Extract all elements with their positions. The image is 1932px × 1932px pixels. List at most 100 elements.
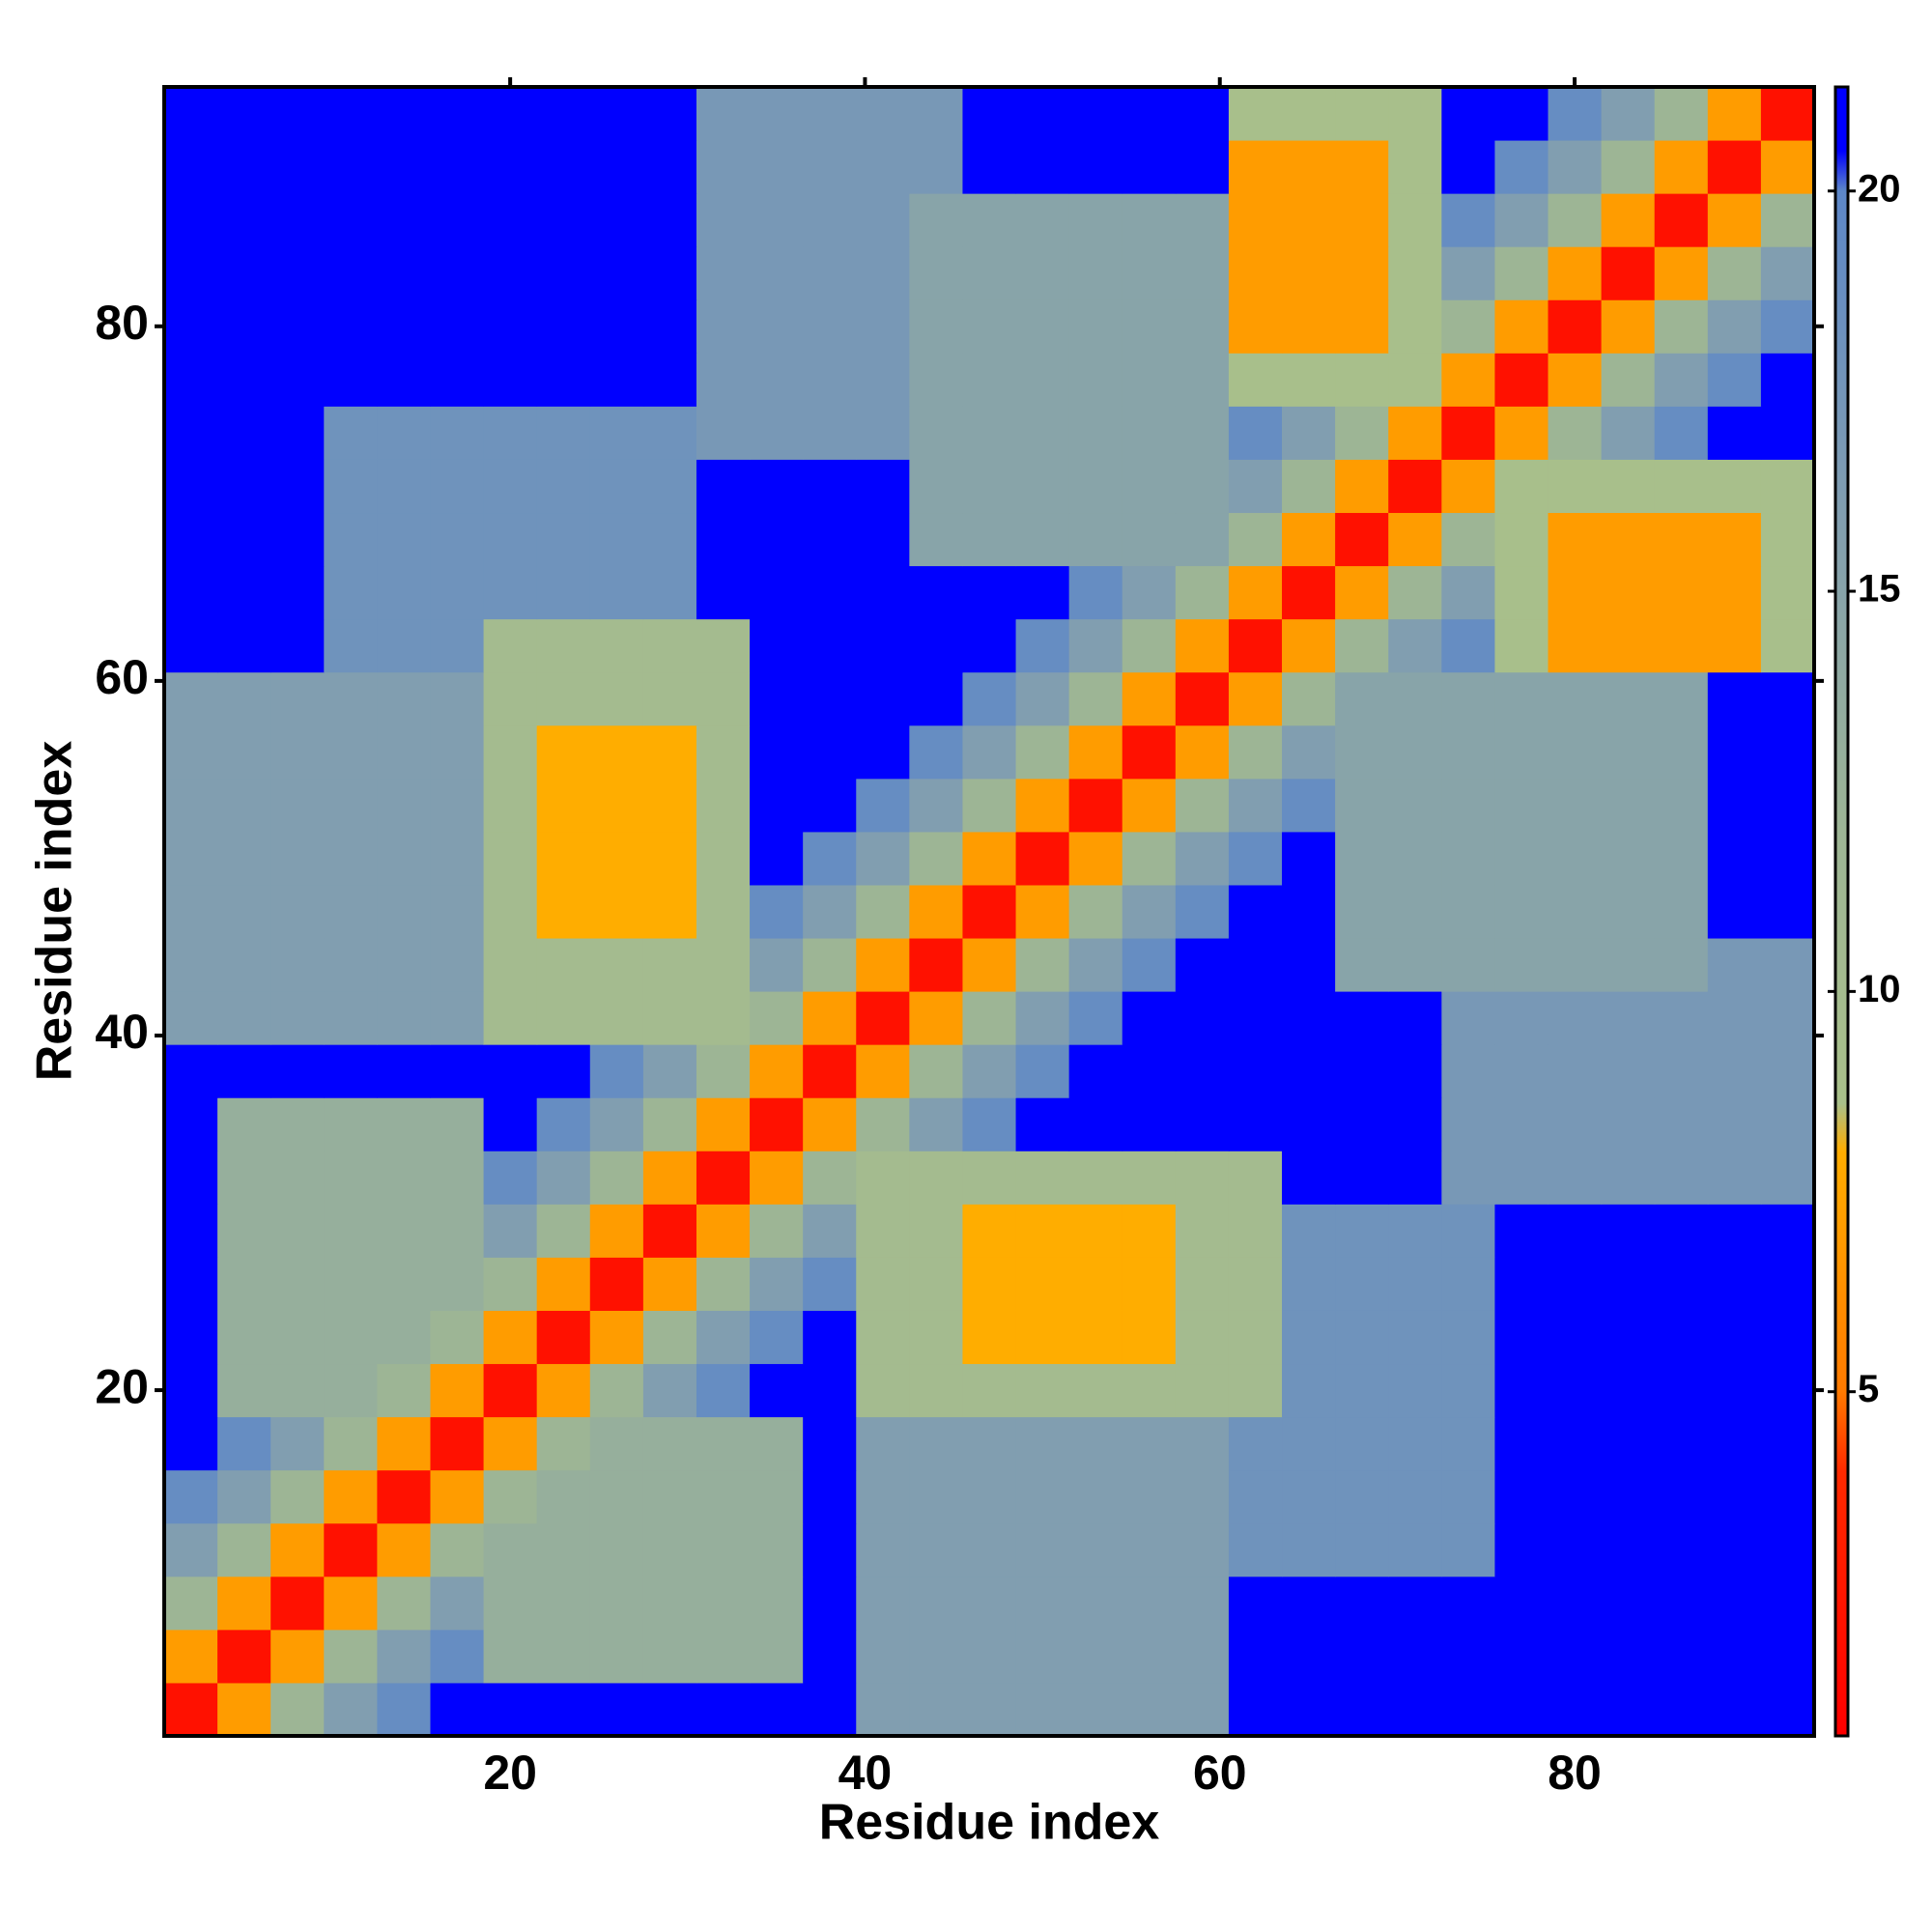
- heatmap-cell: [1707, 87, 1762, 141]
- heatmap-cell: [1654, 1629, 1709, 1684]
- heatmap-cell: [483, 1257, 538, 1311]
- heatmap-cell: [1548, 512, 1603, 567]
- heatmap-cell: [1388, 1576, 1442, 1631]
- heatmap-cell: [1335, 565, 1389, 620]
- heatmap-cell: [1228, 246, 1283, 300]
- heatmap-cell: [1494, 831, 1549, 886]
- heatmap-cell: [1441, 406, 1495, 460]
- heatmap-cell: [377, 1257, 431, 1311]
- heatmap-cell: [803, 1044, 857, 1098]
- heatmap-cell: [589, 1310, 644, 1365]
- heatmap-cell: [1654, 671, 1709, 726]
- heatmap-cell: [430, 246, 485, 300]
- heatmap-cell: [1601, 1682, 1656, 1737]
- heatmap-cell: [696, 193, 751, 247]
- heatmap-cell: [1441, 1682, 1495, 1737]
- heatmap-cell: [430, 938, 485, 992]
- heatmap-cell: [1068, 246, 1123, 300]
- heatmap-cell: [1601, 353, 1656, 407]
- heatmap-cell: [962, 1469, 1017, 1524]
- heatmap-cell: [909, 1363, 963, 1418]
- heatmap-cell: [1122, 618, 1177, 673]
- heatmap-cell: [750, 565, 804, 620]
- heatmap-cell: [642, 1151, 697, 1205]
- heatmap-cell: [1015, 193, 1070, 247]
- heatmap-cell: [589, 246, 644, 300]
- heatmap-cell: [962, 1097, 1017, 1151]
- heatmap-cell: [642, 1629, 697, 1684]
- heatmap-cell: [536, 618, 591, 673]
- heatmap-cell: [1068, 1363, 1123, 1418]
- heatmap-cell: [1760, 724, 1815, 780]
- heatmap-cell: [324, 938, 378, 992]
- heatmap-cell: [909, 299, 963, 354]
- heatmap-cell: [696, 406, 751, 460]
- heatmap-cell: [1548, 565, 1603, 620]
- heatmap-cell: [164, 1204, 218, 1258]
- heatmap-cell: [483, 1629, 538, 1684]
- heatmap-cell: [1175, 459, 1230, 514]
- heatmap-cell: [1175, 1044, 1230, 1098]
- heatmap-cell: [270, 87, 325, 141]
- heatmap-cell: [642, 778, 697, 833]
- heatmap-cell: [1228, 353, 1283, 407]
- heatmap-cell: [483, 724, 538, 780]
- heatmap-cell: [696, 1682, 751, 1737]
- heatmap-cell: [642, 140, 697, 194]
- heatmap-cell: [909, 1044, 963, 1098]
- heatmap-cell: [1494, 778, 1549, 833]
- heatmap-cell: [1388, 246, 1442, 300]
- heatmap-cell: [909, 991, 963, 1045]
- heatmap-cell: [324, 671, 378, 726]
- heatmap-cell: [962, 459, 1017, 514]
- heatmap-cell: [1654, 353, 1709, 407]
- heatmap-cell: [164, 1257, 218, 1311]
- heatmap-cell: [642, 87, 697, 141]
- heatmap-cell: [483, 353, 538, 407]
- heatmap-cell: [1707, 884, 1762, 939]
- heatmap-cell: [803, 1576, 857, 1631]
- heatmap-cell: [696, 1257, 751, 1311]
- heatmap-cell: [483, 140, 538, 194]
- heatmap-cell: [324, 512, 378, 567]
- heatmap-cell: [1122, 1310, 1177, 1365]
- heatmap-cell: [803, 1310, 857, 1365]
- heatmap-cell: [1228, 831, 1283, 886]
- heatmap-cell: [856, 724, 910, 780]
- heatmap-cell: [589, 353, 644, 407]
- heatmap-cell: [642, 1363, 697, 1418]
- heatmap-cell: [589, 565, 644, 620]
- heatmap-cell: [803, 671, 857, 726]
- heatmap-cell: [1015, 671, 1070, 726]
- heatmap-cell: [217, 246, 271, 300]
- heatmap-cell: [1494, 406, 1549, 460]
- heatmap-cell: [164, 246, 218, 300]
- heatmap-cell: [483, 671, 538, 726]
- heatmap-cell: [377, 299, 431, 354]
- heatmap-cell: [962, 1151, 1017, 1205]
- heatmap-cell: [1601, 459, 1656, 514]
- heatmap-cell: [1441, 884, 1495, 939]
- heatmap-cell: [909, 724, 963, 780]
- heatmap-cell: [856, 778, 910, 833]
- heatmap-cell: [1175, 246, 1230, 300]
- heatmap-cell: [1122, 991, 1177, 1045]
- heatmap-cell: [1228, 565, 1283, 620]
- heatmap-cell: [217, 724, 271, 780]
- heatmap-cell: [536, 1257, 591, 1311]
- heatmap-cell: [483, 1151, 538, 1205]
- heatmap-cell: [430, 459, 485, 514]
- heatmap-cell: [1068, 778, 1123, 833]
- heatmap-cell: [483, 1576, 538, 1631]
- heatmap-cell: [1494, 459, 1549, 514]
- heatmap-cell: [1494, 618, 1549, 673]
- heatmap-cell: [750, 1363, 804, 1418]
- heatmap-cell: [589, 512, 644, 567]
- heatmap-cell: [1707, 991, 1762, 1045]
- heatmap-cell: [1282, 406, 1336, 460]
- heatmap-cell: [483, 193, 538, 247]
- heatmap-cell: [1441, 246, 1495, 300]
- heatmap-cell: [909, 1204, 963, 1258]
- heatmap-cell: [270, 1097, 325, 1151]
- heatmap-cell: [803, 1629, 857, 1684]
